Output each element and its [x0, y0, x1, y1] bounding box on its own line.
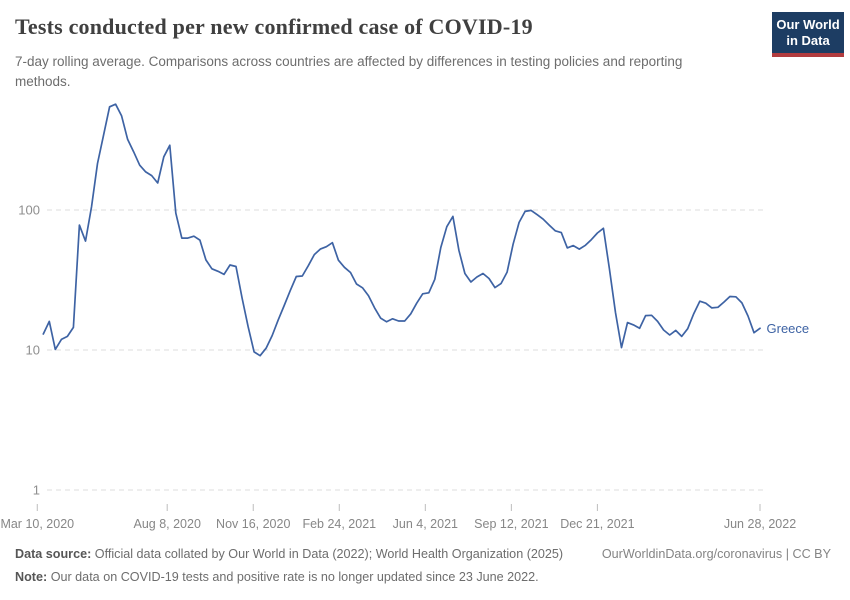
ytick-label-1: 1: [33, 483, 40, 498]
xtick-label: Nov 16, 2020: [216, 517, 290, 531]
footer-note: Note: Our data on COVID-19 tests and pos…: [15, 569, 831, 586]
xtick-label: Jun 4, 2021: [393, 517, 458, 531]
series-line-greece[interactable]: [42, 103, 761, 357]
xtick-label: Feb 24, 2021: [302, 517, 376, 531]
xtick-label: Dec 21, 2021: [560, 517, 634, 531]
datasource-text: Data source: Official data collated by O…: [15, 546, 563, 563]
owid-logo-line1: Our World: [776, 17, 840, 32]
xtick-label: Sep 12, 2021: [474, 517, 548, 531]
ytick-label-10: 10: [26, 343, 40, 358]
datasource-label: Data source:: [15, 547, 92, 561]
x-axis: Mar 10, 2020 Aug 8, 2020 Nov 16, 2020 Feb 2…: [0, 504, 796, 531]
y-axis: 1 10 100: [18, 203, 765, 498]
datasource-value: Official data collated by Our World in D…: [94, 547, 564, 561]
note-value: Our data on COVID-19 tests and positive …: [50, 570, 539, 584]
ytick-label-100: 100: [18, 203, 40, 218]
series-label-greece[interactable]: Greece: [767, 321, 810, 336]
xtick-label: Aug 8, 2020: [133, 517, 200, 531]
chart-footer: Data source: Official data collated by O…: [15, 546, 831, 586]
xtick-label: Jun 28, 2022: [724, 517, 796, 531]
chart-subtitle: 7-day rolling average. Comparisons acros…: [15, 54, 683, 89]
owid-coronavirus-link[interactable]: OurWorldinData.org/coronavirus | CC BY: [601, 547, 831, 561]
owid-logo[interactable]: Our World in Data: [772, 12, 844, 57]
owid-logo-line2: in Data: [786, 33, 830, 48]
xtick-label: Mar 10, 2020: [0, 517, 74, 531]
series-group[interactable]: Greece: [42, 103, 810, 357]
page-title: Tests conducted per new confirmed case o…: [15, 14, 533, 39]
note-label: Note:: [15, 570, 48, 584]
